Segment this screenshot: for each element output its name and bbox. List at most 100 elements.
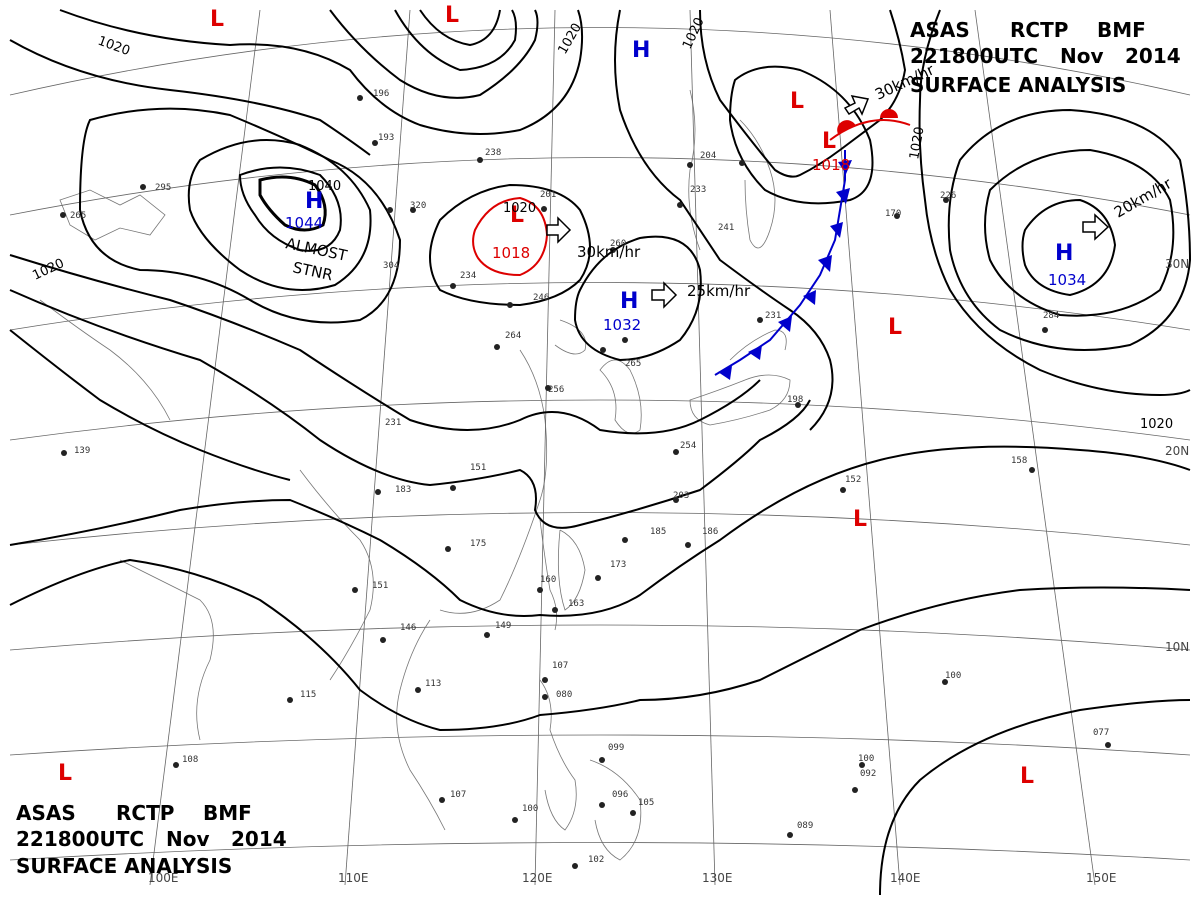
high-pressure-center: H xyxy=(620,289,638,314)
station-pressure: 102 xyxy=(588,855,604,865)
station-pressure: 149 xyxy=(495,621,511,631)
latitude-label: 30N xyxy=(1165,257,1189,271)
longitude-labels: 100E 110E 120E 130E 140E 150E xyxy=(148,871,1117,885)
station-pressure: 226 xyxy=(940,191,956,201)
motion-arrows xyxy=(546,95,1110,309)
header-datetime: 221800UTC xyxy=(16,827,144,851)
station-pressure: 265 xyxy=(625,359,641,369)
low-pressure-center: L xyxy=(510,203,524,228)
high-pressure-center: H xyxy=(305,189,323,214)
header-datetime: 221800UTC xyxy=(910,44,1038,68)
station-pressure: 105 xyxy=(638,798,654,808)
station-pressure: 234 xyxy=(460,271,476,281)
station-pressure: 204 xyxy=(700,151,716,161)
warm-front xyxy=(829,109,911,141)
header-year: 2014 xyxy=(231,827,287,851)
low-pressure-center: L xyxy=(58,761,72,786)
header-title: SURFACE ANALYSIS xyxy=(910,73,1126,97)
low-pressure-center: L xyxy=(790,89,804,114)
isobars xyxy=(9,9,1192,896)
station-pressure: 107 xyxy=(450,790,466,800)
station-pressure: 160 xyxy=(540,575,556,585)
station-pressure: 196 xyxy=(373,89,389,99)
station-pressure: 100 xyxy=(522,804,538,814)
station-pressure: 201 xyxy=(540,190,556,200)
graticule xyxy=(9,9,1191,886)
longitude-label: 120E xyxy=(522,871,553,885)
header-product: ASAS xyxy=(910,18,970,42)
station-markers xyxy=(60,95,1111,869)
header-product: ASAS xyxy=(16,801,76,825)
station-pressure: 092 xyxy=(860,769,876,779)
station-pressure: 183 xyxy=(395,485,411,495)
low-pressure-center: L xyxy=(822,129,836,154)
station-pressure: 295 xyxy=(155,183,171,193)
station-pressure: 256 xyxy=(548,385,564,395)
central-pressure-value: 1018 xyxy=(492,244,530,262)
low-pressure-center: L xyxy=(210,7,224,32)
station-pressure: 080 xyxy=(556,690,572,700)
low-pressure-center: L xyxy=(445,3,459,28)
station-pressure: 260 xyxy=(610,239,626,249)
low-pressure-center: L xyxy=(1020,764,1034,789)
station-pressure: 158 xyxy=(1011,456,1027,466)
central-pressure-value: 1044 xyxy=(285,214,323,232)
station-pressure: 265 xyxy=(70,211,86,221)
station-pressure: 100 xyxy=(945,671,961,681)
station-pressure: 264 xyxy=(505,331,521,341)
station-pressure: 203 xyxy=(673,491,689,501)
station-pressure: 241 xyxy=(718,223,734,233)
header-product: BMF xyxy=(203,801,252,825)
header-bottom-left: ASAS RCTP BMF 221800UTC Nov 2014 SURFACE… xyxy=(16,801,287,878)
header-year: 2014 xyxy=(1125,44,1181,68)
station-pressure: 151 xyxy=(470,463,486,473)
low-pressure-center: L xyxy=(888,315,902,340)
isobar-label: 1020 xyxy=(907,125,928,160)
cold-front xyxy=(714,150,852,380)
longitude-label: 110E xyxy=(338,871,369,885)
header-month: Nov xyxy=(166,827,210,851)
station-pressure: 139 xyxy=(74,446,90,456)
station-pressure: 198 xyxy=(787,395,803,405)
longitude-label: 150E xyxy=(1086,871,1117,885)
station-pressure: 113 xyxy=(425,679,441,689)
station-plots: 295 265 304 320 196 193 238 246 264 234 201 260 256 2… xyxy=(70,89,1109,865)
station-pressure: 175 xyxy=(470,539,486,549)
station-pressure: 231 xyxy=(385,418,401,428)
station-pressure: 254 xyxy=(680,441,696,451)
station-pressure: 151 xyxy=(372,581,388,591)
header-title: SURFACE ANALYSIS xyxy=(16,854,232,878)
longitude-label: 130E xyxy=(702,871,733,885)
station-pressure: 320 xyxy=(410,201,426,211)
station-pressure: 100 xyxy=(858,754,874,764)
station-pressure: 099 xyxy=(608,743,624,753)
latitude-label: 10N xyxy=(1165,640,1189,654)
low-pressure-center: L xyxy=(853,507,867,532)
isobar-label: 1040 xyxy=(308,179,341,194)
high-pressure-center: H xyxy=(1055,241,1073,266)
station-pressure: 107 xyxy=(552,661,568,671)
station-pressure: 170 xyxy=(885,209,901,219)
header-product: RCTP xyxy=(116,801,174,825)
station-pressure: 304 xyxy=(383,261,399,271)
isobar-label: 1020 xyxy=(503,201,536,216)
header-top-right: ASAS RCTP BMF 221800UTC Nov 2014 SURFACE… xyxy=(910,18,1181,97)
station-pressure: 163 xyxy=(568,599,584,609)
station-pressure: 185 xyxy=(650,527,666,537)
station-pressure: 186 xyxy=(702,527,718,537)
station-pressure: 193 xyxy=(378,133,394,143)
station-pressure: 233 xyxy=(690,185,706,195)
coastlines xyxy=(39,89,791,861)
isobar-label: 1020 xyxy=(1140,417,1173,432)
station-pressure: 246 xyxy=(533,293,549,303)
high-pressure-center: H xyxy=(632,38,650,63)
central-pressure-value: 1018 xyxy=(812,156,850,174)
station-pressure: 173 xyxy=(610,560,626,570)
station-pressure: 152 xyxy=(845,475,861,485)
header-month: Nov xyxy=(1060,44,1104,68)
station-pressure: 115 xyxy=(300,690,316,700)
station-pressure: 077 xyxy=(1093,728,1109,738)
station-pressure: 238 xyxy=(485,148,501,158)
